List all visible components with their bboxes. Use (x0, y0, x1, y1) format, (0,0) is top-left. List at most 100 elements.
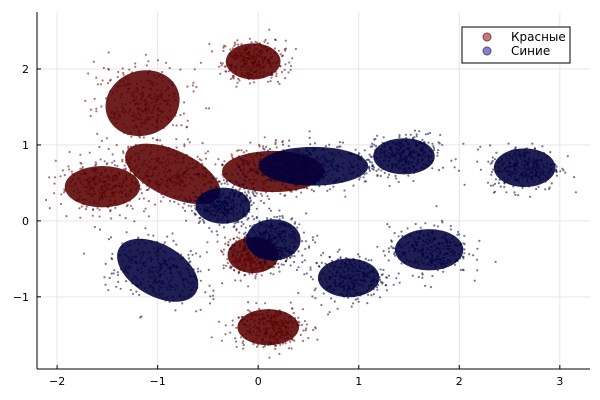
data-point (98, 199, 101, 202)
data-point (111, 176, 114, 179)
data-point (209, 201, 212, 205)
data-point (553, 162, 556, 166)
data-point (173, 299, 176, 302)
data-point (268, 28, 271, 31)
data-point (450, 238, 453, 241)
data-point (206, 181, 209, 184)
data-point (207, 196, 210, 199)
data-point (476, 148, 479, 151)
data-point (115, 107, 118, 110)
data-point (128, 162, 131, 165)
data-point (238, 271, 241, 274)
data-point (416, 266, 419, 269)
data-point (128, 166, 131, 169)
data-point (263, 136, 266, 139)
data-point (160, 193, 163, 196)
data-point (429, 252, 432, 256)
data-point (566, 155, 569, 158)
data-point (202, 178, 205, 181)
data-point (394, 157, 397, 160)
data-point (264, 172, 268, 175)
data-point (148, 153, 151, 156)
data-point (195, 162, 199, 165)
data-point (299, 333, 302, 337)
data-point (395, 277, 398, 280)
data-point (182, 157, 185, 160)
data-point (278, 310, 281, 313)
data-point (164, 263, 167, 267)
data-point (295, 154, 298, 157)
data-point (222, 201, 225, 204)
data-point (237, 184, 241, 187)
data-point (88, 151, 91, 154)
data-point (417, 249, 421, 252)
data-point (346, 263, 349, 267)
data-point (541, 169, 544, 172)
data-point (358, 255, 361, 258)
data-point (164, 61, 168, 64)
data-point (248, 160, 251, 163)
data-point (513, 191, 516, 194)
data-point (283, 68, 286, 71)
data-point (267, 243, 270, 247)
data-point (241, 159, 244, 162)
data-point (224, 197, 227, 200)
data-point (169, 272, 172, 275)
data-point (240, 255, 244, 258)
data-point (259, 160, 262, 163)
data-point (85, 205, 88, 208)
data-point (400, 139, 403, 142)
data-point (544, 188, 547, 191)
data-point (289, 340, 292, 343)
data-point (258, 251, 261, 254)
data-point (236, 81, 239, 84)
data-point (303, 259, 306, 262)
data-point (147, 268, 150, 271)
data-point (187, 257, 190, 260)
data-point (507, 159, 510, 162)
data-point (126, 255, 129, 258)
data-point (111, 180, 114, 183)
data-point (171, 276, 174, 279)
data-point (441, 143, 444, 146)
data-point (265, 224, 269, 227)
data-point (180, 161, 183, 165)
data-point (259, 249, 262, 252)
data-point (261, 61, 265, 64)
data-point (419, 232, 422, 235)
data-point (250, 256, 253, 259)
data-point (261, 316, 264, 319)
data-point (181, 302, 184, 305)
data-point (359, 283, 362, 287)
data-point (513, 176, 517, 179)
data-point (551, 171, 554, 174)
data-point (153, 167, 156, 170)
data-point (126, 90, 129, 94)
data-point (264, 235, 267, 239)
x-tick-label: 2 (456, 375, 463, 388)
data-point (74, 199, 78, 202)
data-point (371, 278, 374, 281)
data-point (534, 167, 537, 170)
data-point (304, 329, 307, 332)
data-point (148, 275, 151, 278)
data-point (440, 262, 443, 265)
data-point (113, 98, 116, 101)
data-point (162, 157, 165, 160)
legend-marker-blue (482, 46, 492, 56)
data-point (494, 165, 497, 168)
data-point (298, 324, 301, 327)
data-point (415, 143, 418, 146)
data-point (367, 259, 370, 262)
data-point (242, 60, 245, 63)
data-point (129, 256, 132, 259)
data-point (524, 174, 527, 177)
data-point (337, 271, 340, 275)
data-point (300, 191, 303, 194)
data-point (266, 331, 269, 334)
data-point (389, 169, 393, 172)
data-point (204, 157, 208, 160)
data-point (103, 192, 107, 195)
data-point (359, 267, 362, 270)
data-point (242, 162, 245, 165)
